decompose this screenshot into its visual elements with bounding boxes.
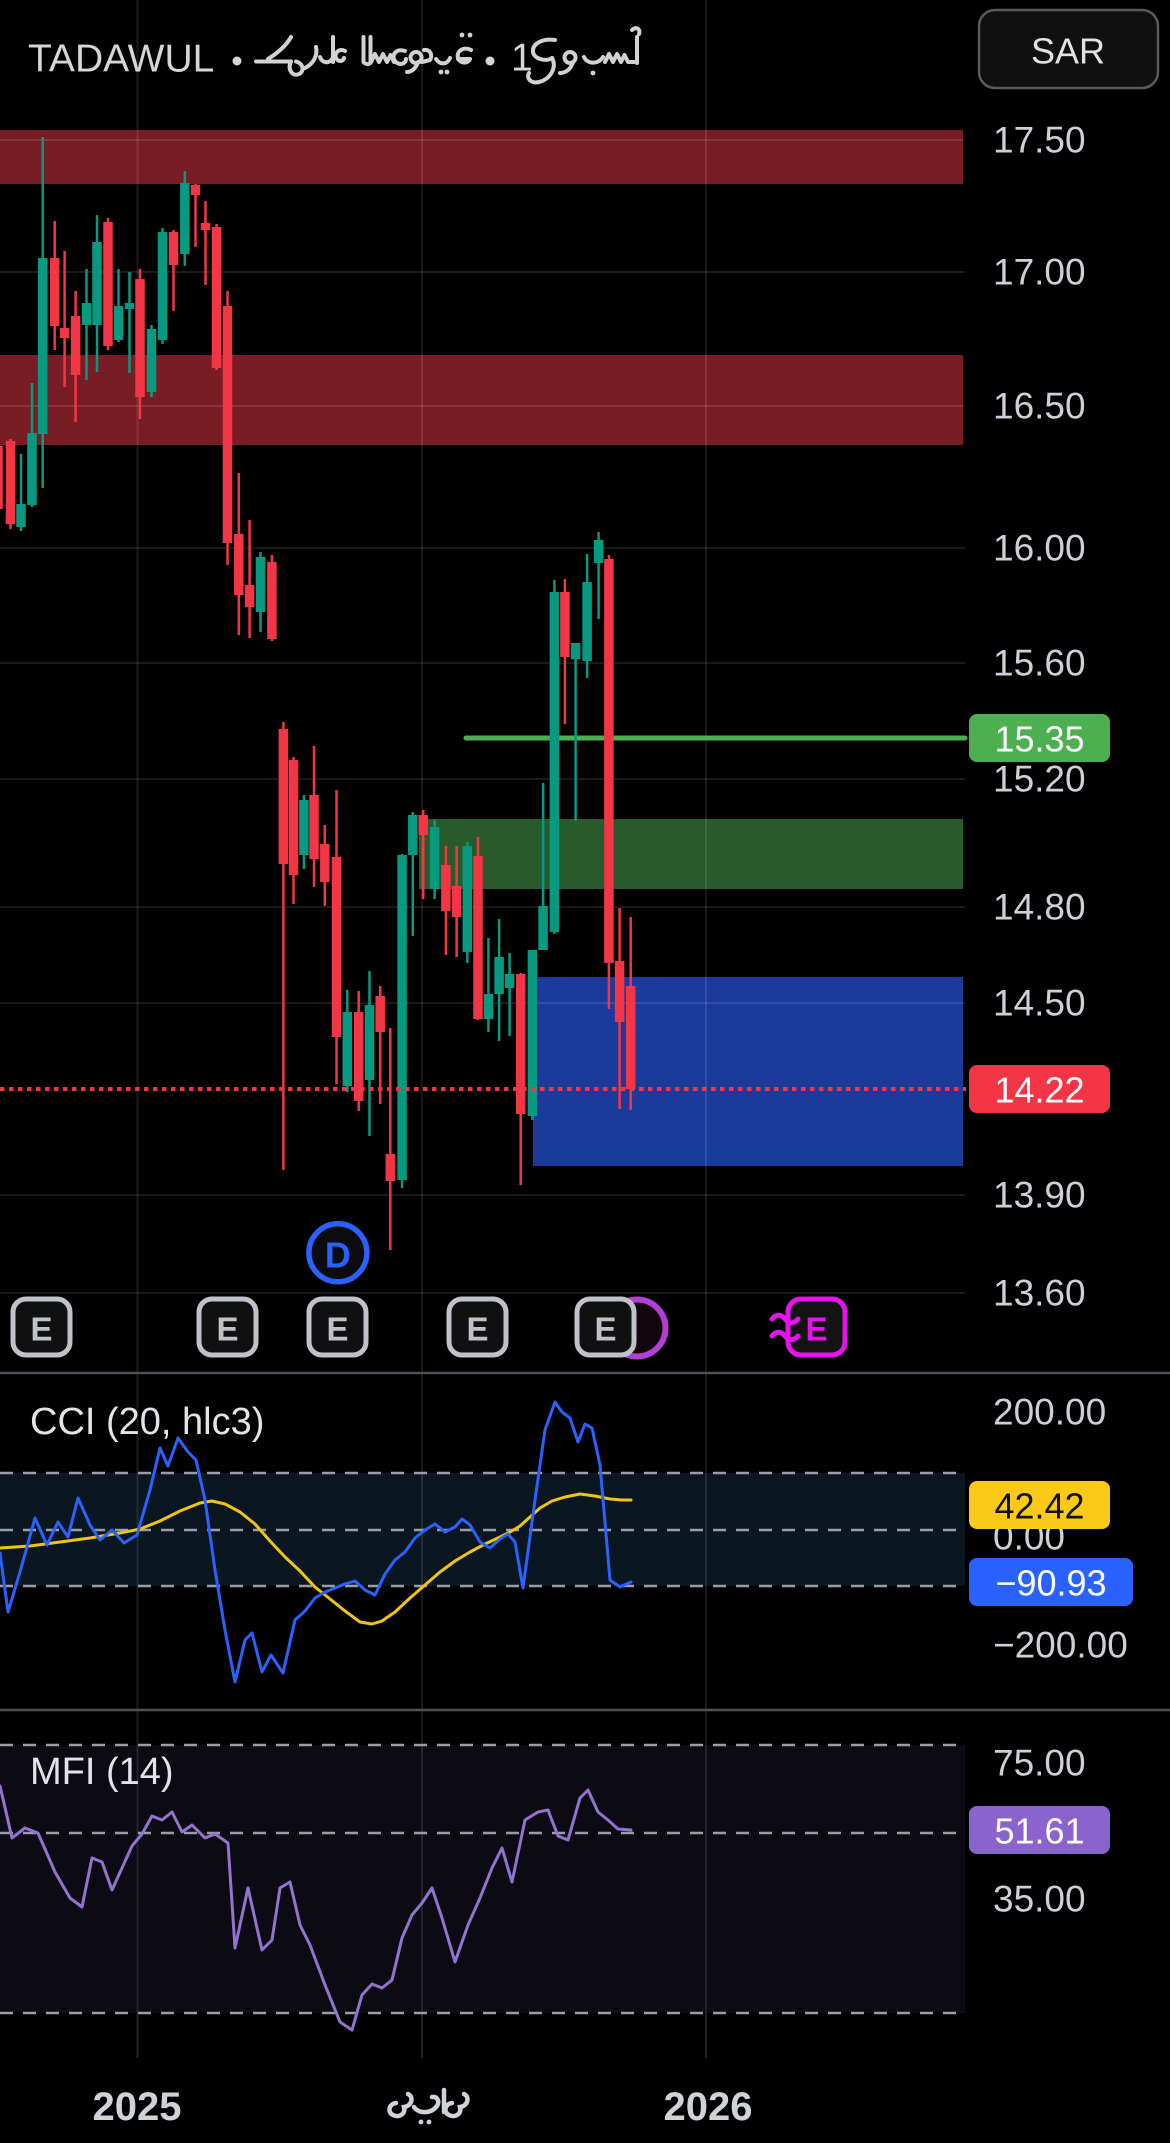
svg-text:13.90: 13.90	[993, 1175, 1086, 1216]
svg-text:−200.00: −200.00	[993, 1625, 1128, 1666]
svg-text:2025: 2025	[93, 2085, 182, 2129]
svg-text:1: 1	[511, 37, 533, 80]
svg-text:14.50: 14.50	[993, 983, 1086, 1024]
svg-text:2026: 2026	[664, 2085, 753, 2129]
svg-text:14.22: 14.22	[994, 1070, 1084, 1111]
svg-text:15.20: 15.20	[993, 759, 1086, 800]
svg-text:E: E	[466, 1311, 488, 1348]
svg-text:75.00: 75.00	[993, 1743, 1086, 1784]
svg-text:35.00: 35.00	[993, 1879, 1086, 1920]
svg-text:17.00: 17.00	[993, 252, 1086, 293]
svg-text:17.50: 17.50	[993, 120, 1086, 161]
svg-text:16.00: 16.00	[993, 528, 1086, 569]
svg-text:16.50: 16.50	[993, 386, 1086, 427]
svg-text:E: E	[30, 1311, 52, 1348]
svg-text:TADAWUL: TADAWUL	[28, 38, 214, 81]
svg-text:15.60: 15.60	[993, 643, 1086, 684]
svg-text:E: E	[594, 1311, 616, 1348]
svg-text:14.80: 14.80	[993, 887, 1086, 928]
svg-text:E: E	[805, 1311, 827, 1348]
svg-text:13.60: 13.60	[993, 1273, 1086, 1314]
svg-text:D: D	[325, 1235, 351, 1276]
svg-text:SAR: SAR	[1031, 31, 1105, 72]
svg-text:42.42: 42.42	[994, 1486, 1084, 1527]
svg-text:−90.93: −90.93	[995, 1563, 1106, 1604]
svg-text:200.00: 200.00	[993, 1392, 1106, 1433]
svg-text:15.35: 15.35	[994, 719, 1084, 760]
svg-text:CCI (20, hlc3): CCI (20, hlc3)	[30, 1401, 264, 1443]
svg-text:MFI (14): MFI (14)	[30, 1751, 174, 1793]
svg-text:E: E	[326, 1311, 348, 1348]
svg-text:51.61: 51.61	[994, 1811, 1084, 1852]
svg-text:E: E	[216, 1311, 238, 1348]
